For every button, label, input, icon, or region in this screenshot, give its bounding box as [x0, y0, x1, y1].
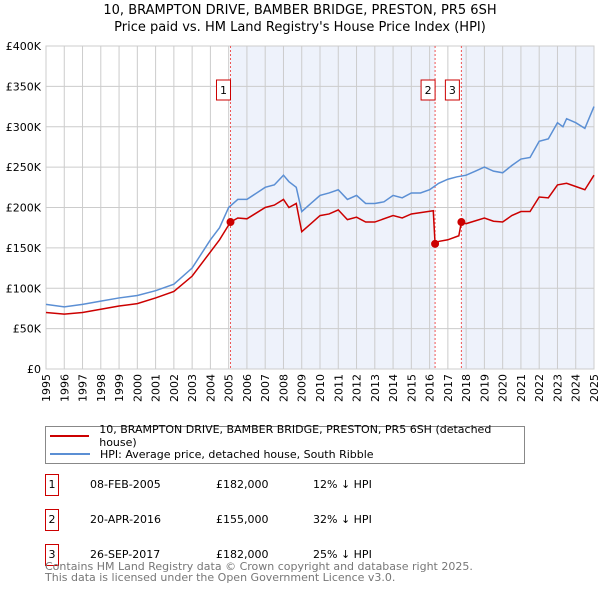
- y-tick-label: £50K: [13, 323, 42, 336]
- x-tick-label: 2018: [460, 374, 473, 402]
- chart-title: 10, BRAMPTON DRIVE, BAMBER BRIDGE, PREST…: [103, 3, 497, 18]
- x-tick-label: 2020: [497, 374, 510, 402]
- y-tick-label: £0: [27, 363, 41, 376]
- sale-hpi-diff: 32% ↓ HPI: [313, 513, 372, 526]
- x-tick-label: 2010: [314, 374, 327, 402]
- y-tick-label: £300K: [6, 121, 42, 134]
- sale-marker-label: 2: [425, 84, 432, 97]
- plot-frame: [45, 45, 595, 370]
- sale-price: £155,000: [216, 513, 269, 526]
- sale-price: £182,000: [216, 478, 269, 491]
- hpi-line: [45, 106, 595, 308]
- x-tick-label: 2015: [405, 374, 418, 402]
- x-tick-label: 2000: [131, 374, 144, 402]
- x-tick-label: 2014: [387, 374, 400, 402]
- sale-price: £182,000: [216, 548, 269, 561]
- legend-swatch: [50, 435, 90, 437]
- sale-marker-box: [420, 79, 436, 101]
- x-tick-label: 2013: [369, 374, 382, 402]
- y-tick-label: £350K: [6, 80, 42, 93]
- footer-line2: This data is licensed under the Open Gov…: [45, 571, 396, 584]
- sale-marker-box: [444, 79, 460, 101]
- x-tick-label: 2024: [570, 374, 583, 402]
- x-tick-label: 2003: [186, 374, 199, 402]
- x-tick-label: 2025: [588, 374, 600, 402]
- x-tick-label: 2005: [223, 374, 236, 402]
- x-tick-label: 2001: [150, 374, 163, 402]
- price-chart: 1995 1996 1997 1998 1999 2000 2001 2002 2003 2004…: [6, 40, 600, 402]
- legend-label: 10, BRAMPTON DRIVE, BAMBER BRIDGE, PREST…: [99, 423, 492, 449]
- x-tick-label: 2004: [204, 374, 217, 402]
- legend-item-property: 10, BRAMPTON DRIVE, BAMBER BRIDGE, PREST…: [50, 423, 524, 449]
- legend-swatch: [50, 453, 90, 455]
- y-tick-label: £400K: [6, 40, 42, 53]
- sale-number: 3: [45, 544, 59, 566]
- y-tick-label: £150K: [6, 242, 42, 255]
- sale-date: 26-SEP-2017: [90, 548, 161, 561]
- y-tick-label: £100K: [6, 282, 42, 295]
- sale-date: 08-FEB-2005: [90, 478, 161, 491]
- sale-point: [457, 218, 466, 227]
- sale-date: 20-APR-2016: [90, 513, 162, 526]
- x-tick-label: 1996: [58, 374, 71, 402]
- x-tick-label: 2021: [515, 374, 528, 402]
- sale-marker-label: 3: [449, 84, 456, 97]
- x-tick-label: 1997: [77, 374, 90, 402]
- x-tick-label: 1998: [95, 374, 108, 402]
- x-tick-label: 2008: [277, 374, 290, 402]
- y-tick-label: £250K: [6, 161, 42, 174]
- footer-line1: Contains HM Land Registry data © Crown c…: [45, 560, 473, 573]
- x-tick-label: 2012: [351, 374, 364, 402]
- sale-number: 1: [45, 474, 59, 496]
- sale-marker-box: [215, 79, 231, 101]
- legend-label: HPI: Average price, detached house, Sout…: [100, 447, 374, 461]
- x-tick-label: 1999: [113, 374, 126, 402]
- sale-hpi-diff: 12% ↓ HPI: [313, 478, 372, 491]
- x-tick-label: 2002: [168, 374, 181, 402]
- sale-point: [431, 239, 440, 248]
- x-tick-label: 2011: [332, 374, 345, 402]
- x-tick-label: 1995: [40, 374, 53, 402]
- chart-subtitle: Price paid vs. HM Land Registry's House …: [114, 20, 486, 35]
- x-tick-label: 2019: [478, 374, 491, 402]
- sale-point: [226, 218, 235, 227]
- sale-hpi-diff: 25% ↓ HPI: [313, 548, 372, 561]
- x-tick-label: 2017: [442, 374, 455, 402]
- x-tick-label: 2023: [551, 374, 564, 402]
- x-tick-label: 2006: [241, 374, 254, 402]
- x-tick-label: 2022: [533, 374, 546, 402]
- x-tick-label: 2009: [296, 374, 309, 402]
- x-tick-label: 2016: [424, 374, 437, 402]
- property-line: [45, 174, 595, 315]
- x-tick-label: 2007: [259, 374, 272, 402]
- sale-number: 2: [45, 509, 59, 531]
- y-tick-label: £200K: [6, 202, 42, 215]
- legend: 10, BRAMPTON DRIVE, BAMBER BRIDGE, PREST…: [45, 423, 525, 464]
- sale-marker-label: 1: [220, 84, 227, 97]
- legend-item-hpi: HPI: Average price, detached house, Sout…: [50, 446, 374, 462]
